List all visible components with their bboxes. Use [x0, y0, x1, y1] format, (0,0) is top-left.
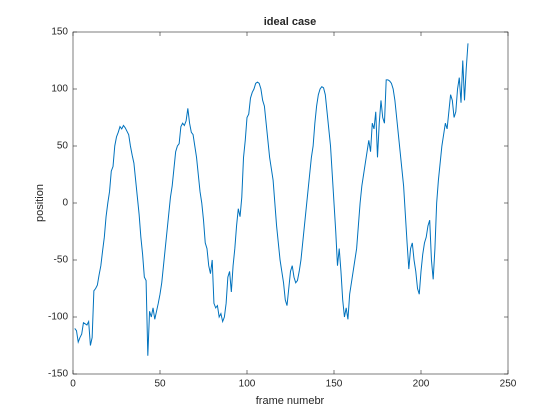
- chart-title: ideal case: [264, 16, 317, 28]
- y-tick-label: -150: [48, 369, 68, 380]
- y-tick-label: 100: [51, 84, 68, 95]
- x-tick-label: 100: [239, 379, 256, 390]
- x-tick-label: 150: [326, 379, 343, 390]
- plot-area: [72, 31, 509, 375]
- x-axis-label: frame numebr: [256, 395, 325, 407]
- y-tick-label: 0: [62, 198, 68, 209]
- y-tick-label: -100: [48, 312, 68, 323]
- x-tick-label: 50: [154, 379, 166, 390]
- x-tick-label: 200: [413, 379, 430, 390]
- data-line: [74, 43, 469, 356]
- x-tick-label: 0: [70, 379, 76, 390]
- y-axis-label: position: [34, 184, 46, 222]
- y-tick-label: 50: [57, 141, 69, 152]
- y-tick-label: 150: [51, 27, 68, 38]
- y-tick-label: -50: [54, 255, 69, 266]
- x-tick-label: 250: [500, 379, 517, 390]
